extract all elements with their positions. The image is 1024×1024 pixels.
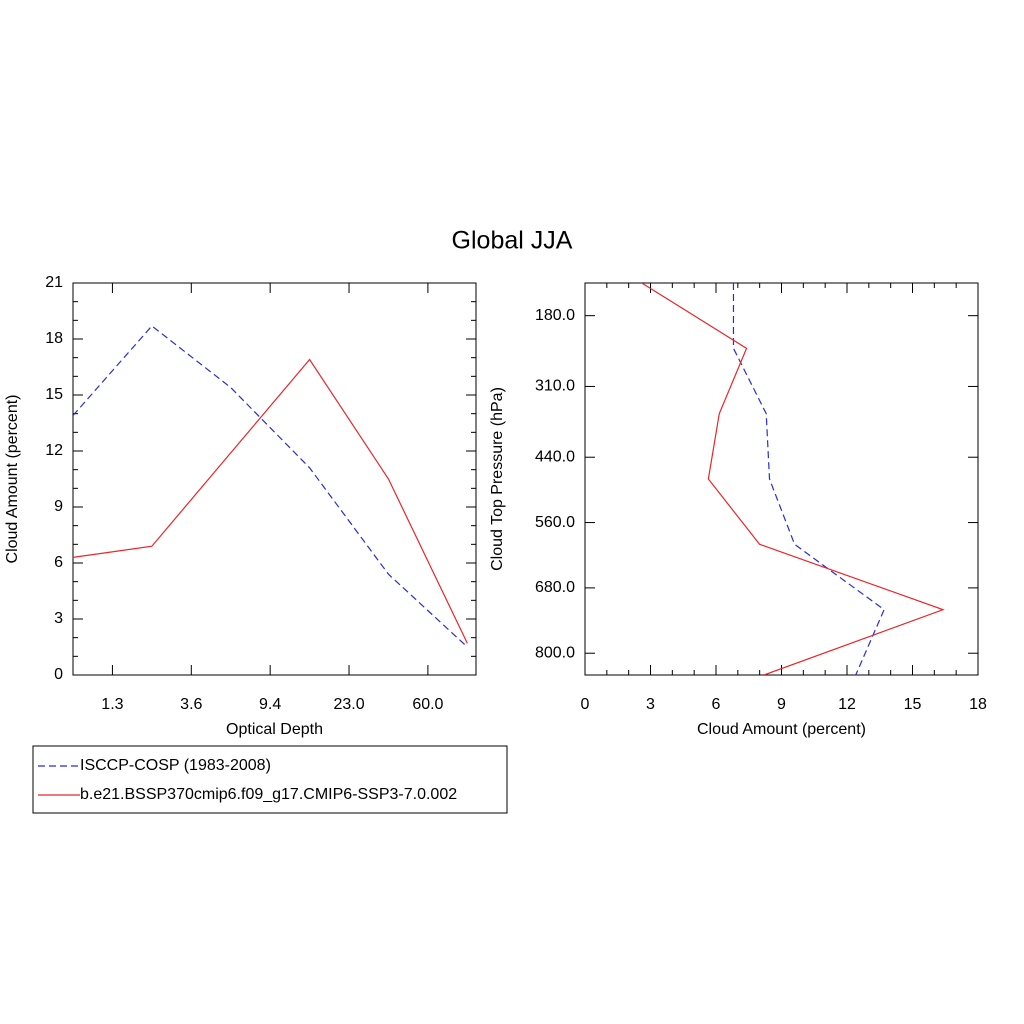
- y-tick-label: 18: [45, 330, 63, 347]
- series-line: [641, 283, 945, 675]
- y-tick-label: 180.0: [535, 307, 575, 324]
- y-tick-label: 0: [54, 666, 63, 683]
- y-tick-label: 12: [45, 442, 63, 459]
- y-tick-label: 680.0: [535, 579, 575, 596]
- y-tick-label: 3: [54, 610, 63, 627]
- y-tick-label: 310.0: [535, 378, 575, 395]
- y-axis-label: Cloud Amount (percent): [4, 395, 21, 564]
- x-tick-label: 9.4: [259, 696, 281, 713]
- figure-title: Global JJA: [452, 227, 573, 255]
- series-line: [73, 358, 468, 644]
- x-tick-label: 3.6: [180, 696, 202, 713]
- x-tick-label: 15: [904, 696, 922, 713]
- x-tick-label: 3: [646, 696, 655, 713]
- x-axis-label: Optical Depth: [226, 721, 323, 738]
- x-tick-label: 1.3: [101, 696, 123, 713]
- plot-frame: [72, 282, 477, 676]
- x-tick-label: 6: [712, 696, 721, 713]
- legend-label: b.e21.BSSP370cmip6.f09_g17.CMIP6-SSP3-7.…: [80, 786, 457, 803]
- x-tick-label: 18: [969, 696, 987, 713]
- y-axis-label: Cloud Top Pressure (hPa): [489, 387, 506, 571]
- y-tick-label: 15: [45, 386, 63, 403]
- x-tick-label: 9: [777, 696, 786, 713]
- y-tick-label: 440.0: [535, 448, 575, 465]
- y-tick-label: 560.0: [535, 514, 575, 531]
- series-line: [732, 283, 885, 675]
- x-axis-label: Cloud Amount (percent): [697, 721, 866, 738]
- x-tick-label: 0: [581, 696, 590, 713]
- legend-box: [32, 745, 508, 814]
- series-line: [73, 325, 468, 648]
- y-tick-label: 21: [45, 274, 63, 291]
- x-tick-label: 23.0: [333, 696, 364, 713]
- x-tick-label: 60.0: [412, 696, 443, 713]
- y-tick-label: 800.0: [535, 644, 575, 661]
- legend-label: ISCCP-COSP (1983-2008): [80, 757, 271, 774]
- x-tick-label: 12: [838, 696, 856, 713]
- y-tick-label: 6: [54, 554, 63, 571]
- y-tick-label: 9: [54, 498, 63, 515]
